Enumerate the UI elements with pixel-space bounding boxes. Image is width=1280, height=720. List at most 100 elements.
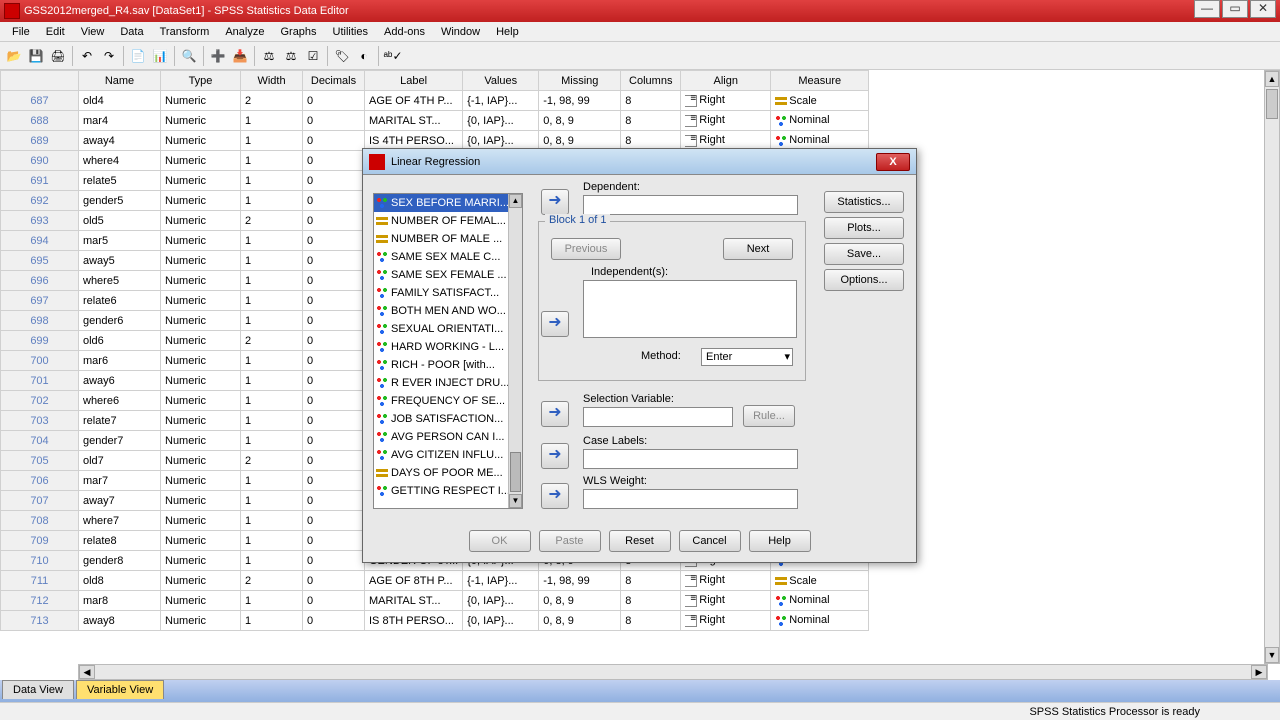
- var-item[interactable]: AVG CITIZEN INFLU...: [374, 446, 522, 464]
- var-item[interactable]: DAYS OF POOR ME...: [374, 464, 522, 482]
- var-item[interactable]: BOTH MEN AND WO...: [374, 302, 522, 320]
- horizontal-scrollbar[interactable]: ◀ ▶: [78, 664, 1268, 680]
- varlist-scroll-thumb[interactable]: [510, 452, 521, 492]
- dialog-titlebar[interactable]: Linear Regression X: [363, 149, 916, 175]
- var-item[interactable]: RICH - POOR [with...: [374, 356, 522, 374]
- var-item[interactable]: SEXUAL ORIENTATI...: [374, 320, 522, 338]
- var-item[interactable]: NUMBER OF MALE ...: [374, 230, 522, 248]
- var-item[interactable]: SAME SEX MALE C...: [374, 248, 522, 266]
- menu-utilities[interactable]: Utilities: [325, 24, 376, 40]
- undo-icon[interactable]: ↶: [77, 46, 97, 66]
- statistics-button[interactable]: Statistics...: [824, 191, 904, 213]
- col-header-missing[interactable]: Missing: [539, 71, 621, 91]
- varlist-scroll-up-icon[interactable]: ▲: [509, 194, 522, 208]
- varlist-scrollbar[interactable]: ▲ ▼: [508, 194, 522, 508]
- goto-icon[interactable]: 📄: [128, 46, 148, 66]
- find-icon[interactable]: 🔍: [179, 46, 199, 66]
- dependent-field[interactable]: [583, 195, 798, 215]
- goto-var-icon[interactable]: 📊: [150, 46, 170, 66]
- spell-icon[interactable]: ᵃᵇ✓: [383, 46, 403, 66]
- col-header-type[interactable]: Type: [161, 71, 241, 91]
- col-header-label[interactable]: Label: [365, 71, 463, 91]
- col-header-name[interactable]: Name: [79, 71, 161, 91]
- selection-var-field[interactable]: [583, 407, 733, 427]
- menu-help[interactable]: Help: [488, 24, 527, 40]
- move-independent-button[interactable]: ➜: [541, 311, 569, 337]
- previous-button[interactable]: Previous: [551, 238, 621, 260]
- scroll-left-icon[interactable]: ◀: [79, 665, 95, 679]
- cancel-button[interactable]: Cancel: [679, 530, 741, 552]
- varlist-scroll-down-icon[interactable]: ▼: [509, 494, 522, 508]
- var-item[interactable]: HARD WORKING - L...: [374, 338, 522, 356]
- insert-var-icon[interactable]: 📥: [230, 46, 250, 66]
- tab-data-view[interactable]: Data View: [2, 680, 74, 699]
- use-sets-icon[interactable]: ◐: [354, 46, 374, 66]
- var-item[interactable]: SEX BEFORE MARRI...: [374, 194, 522, 212]
- scroll-right-icon[interactable]: ▶: [1251, 665, 1267, 679]
- menu-edit[interactable]: Edit: [38, 24, 73, 40]
- move-caselabel-button[interactable]: ➜: [541, 443, 569, 469]
- plots-button[interactable]: Plots...: [824, 217, 904, 239]
- wls-field[interactable]: [583, 489, 798, 509]
- save-button[interactable]: Save...: [824, 243, 904, 265]
- move-wls-button[interactable]: ➜: [541, 483, 569, 509]
- rule-button[interactable]: Rule...: [743, 405, 795, 427]
- variable-list[interactable]: SEX BEFORE MARRI...NUMBER OF FEMAL...NUM…: [373, 193, 523, 509]
- tab-variable-view[interactable]: Variable View: [76, 680, 164, 699]
- menu-data[interactable]: Data: [112, 24, 151, 40]
- var-item[interactable]: JOB SATISFACTION...: [374, 410, 522, 428]
- select-icon[interactable]: ☑: [303, 46, 323, 66]
- var-item[interactable]: GETTING RESPECT I...: [374, 482, 522, 500]
- ok-button[interactable]: OK: [469, 530, 531, 552]
- maximize-button[interactable]: ▭: [1222, 0, 1248, 18]
- menu-file[interactable]: File: [4, 24, 38, 40]
- table-row[interactable]: 712mar8Numeric10MARITAL ST...{0, IAP}...…: [1, 591, 869, 611]
- open-icon[interactable]: 📂: [4, 46, 24, 66]
- method-select[interactable]: Enter: [701, 348, 793, 366]
- minimize-button[interactable]: —: [1194, 0, 1220, 18]
- menu-graphs[interactable]: Graphs: [272, 24, 324, 40]
- redo-icon[interactable]: ↷: [99, 46, 119, 66]
- scroll-thumb[interactable]: [1266, 89, 1278, 119]
- paste-button[interactable]: Paste: [539, 530, 601, 552]
- table-row[interactable]: 688mar4Numeric10MARITAL ST...{0, IAP}...…: [1, 111, 869, 131]
- col-header-align[interactable]: Align: [681, 71, 771, 91]
- menu-analyze[interactable]: Analyze: [217, 24, 272, 40]
- table-row[interactable]: 713away8Numeric10IS 8TH PERSO...{0, IAP}…: [1, 611, 869, 631]
- help-button[interactable]: Help: [749, 530, 811, 552]
- col-header-measure[interactable]: Measure: [771, 71, 869, 91]
- next-button[interactable]: Next: [723, 238, 793, 260]
- var-item[interactable]: NUMBER OF FEMAL...: [374, 212, 522, 230]
- dialog-close-button[interactable]: X: [876, 153, 910, 171]
- close-button[interactable]: ✕: [1250, 0, 1276, 18]
- col-header-columns[interactable]: Columns: [621, 71, 681, 91]
- var-item[interactable]: AVG PERSON CAN I...: [374, 428, 522, 446]
- reset-button[interactable]: Reset: [609, 530, 671, 552]
- case-labels-field[interactable]: [583, 449, 798, 469]
- var-item[interactable]: FAMILY SATISFACT...: [374, 284, 522, 302]
- table-row[interactable]: 711old8Numeric20AGE OF 8TH P...{-1, IAP}…: [1, 571, 869, 591]
- menu-view[interactable]: View: [73, 24, 113, 40]
- var-item[interactable]: SAME SEX FEMALE ...: [374, 266, 522, 284]
- weight-icon[interactable]: ⚖: [281, 46, 301, 66]
- split-icon[interactable]: ⚖: [259, 46, 279, 66]
- move-dependent-button[interactable]: ➜: [541, 189, 569, 215]
- move-selection-button[interactable]: ➜: [541, 401, 569, 427]
- independents-list[interactable]: [583, 280, 797, 338]
- var-item[interactable]: FREQUENCY OF SE...: [374, 392, 522, 410]
- save-icon[interactable]: 💾: [26, 46, 46, 66]
- menu-transform[interactable]: Transform: [152, 24, 218, 40]
- menu-add-ons[interactable]: Add-ons: [376, 24, 433, 40]
- print-icon[interactable]: 🖨: [48, 46, 68, 66]
- scroll-up-icon[interactable]: ▲: [1265, 71, 1279, 87]
- var-item[interactable]: R EVER INJECT DRU...: [374, 374, 522, 392]
- menu-window[interactable]: Window: [433, 24, 488, 40]
- col-header-values[interactable]: Values: [463, 71, 539, 91]
- col-header-decimals[interactable]: Decimals: [303, 71, 365, 91]
- scroll-down-icon[interactable]: ▼: [1265, 647, 1279, 663]
- table-row[interactable]: 687old4Numeric20AGE OF 4TH P...{-1, IAP}…: [1, 91, 869, 111]
- value-labels-icon[interactable]: 🏷: [332, 46, 352, 66]
- insert-case-icon[interactable]: ➕: [208, 46, 228, 66]
- col-header-width[interactable]: Width: [241, 71, 303, 91]
- options-button[interactable]: Options...: [824, 269, 904, 291]
